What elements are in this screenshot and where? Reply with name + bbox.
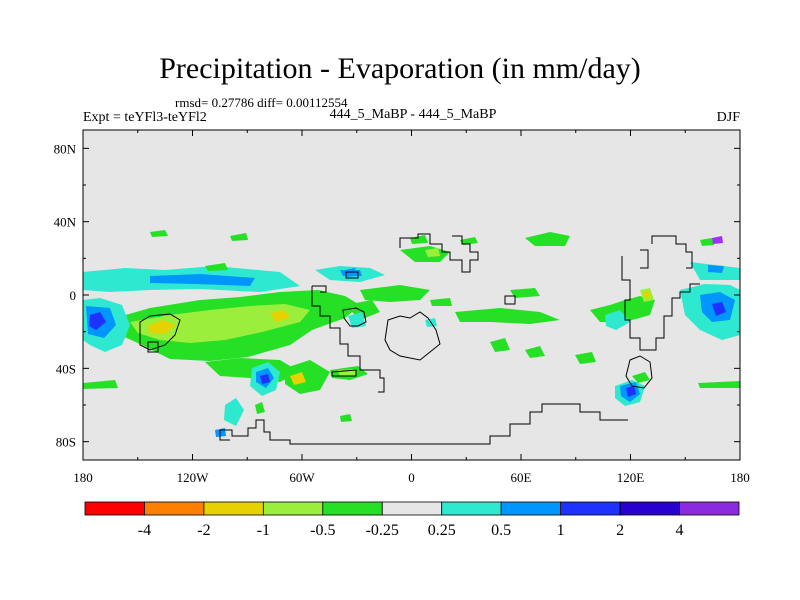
y-axis: 80N 40N 0 40S 80S <box>54 141 740 450</box>
coastline-southern-continent <box>139 313 181 351</box>
coastline-east-continent <box>640 249 649 269</box>
coastline-north-continent <box>651 235 693 269</box>
anomaly-region <box>460 237 478 245</box>
coastline-island <box>147 341 159 353</box>
anomaly-region <box>490 338 510 352</box>
colorbar-label: 2 <box>616 522 624 539</box>
colorbar: -4 -2 -1 -0.5 -0.25 0.25 0.5 1 2 4 <box>84 501 740 539</box>
colorbar-swatch <box>500 501 562 516</box>
colorbar-label: 4 <box>676 522 684 539</box>
anomaly-region <box>130 304 310 343</box>
colorbar-label: 1 <box>557 522 565 539</box>
colorbar-label: 0.5 <box>491 522 511 539</box>
coastline-west-continent <box>312 285 327 293</box>
stats-text: rmsd= 0.27786 diff= 0.00112554 <box>175 95 348 110</box>
y-tick-label: 40S <box>56 361 76 376</box>
anomaly-region <box>360 285 430 302</box>
colorbar-swatch <box>203 501 264 516</box>
anomaly-region <box>150 274 255 286</box>
colorbar-label: -2 <box>197 522 210 539</box>
plot-title: Precipitation - Evaporation (in mm/day) <box>159 52 641 85</box>
x-axis: 180 120W 60W 0 60E 120E 180 <box>73 130 750 485</box>
colorbar-swatch <box>381 501 443 516</box>
coastline-east-continent <box>625 355 653 389</box>
season-label: DJF <box>716 110 740 125</box>
coastline-antarctica <box>219 430 230 441</box>
coastlines <box>139 233 700 445</box>
anomaly-region <box>708 265 724 273</box>
colorbar-swatch <box>619 501 680 516</box>
coastline-island <box>504 295 516 305</box>
y-tick-label: 80S <box>56 435 76 450</box>
y-tick-label: 80N <box>54 141 77 156</box>
anomaly-region <box>290 372 306 385</box>
anomaly-region <box>148 320 176 334</box>
x-tick-label: 0 <box>408 470 415 485</box>
anomaly-region <box>205 263 228 271</box>
anomaly-region <box>455 308 560 324</box>
coastline-island <box>342 307 367 327</box>
coastline-west-continent <box>311 286 385 393</box>
period-label: 444_5_MaBP - 444_5_MaBP <box>329 107 497 122</box>
anomaly-region <box>632 372 650 383</box>
coastline-southern-continent <box>384 311 441 361</box>
colorbar-label: -0.25 <box>366 522 399 539</box>
colorbar-swatch <box>560 501 621 516</box>
anomaly-region <box>626 386 636 397</box>
colorbar-swatch <box>144 501 205 516</box>
colorbar-swatch <box>679 501 740 516</box>
colorbar-label: -0.5 <box>310 522 335 539</box>
coastline-east-continent <box>621 256 700 351</box>
anomaly-region <box>525 232 570 246</box>
colorbar-swatch <box>441 501 502 516</box>
colorbar-label: -4 <box>138 522 151 539</box>
anomaly-region <box>605 310 630 330</box>
anomaly-region <box>712 302 726 316</box>
anomaly-region <box>270 310 290 322</box>
x-tick-label: 60W <box>289 470 315 485</box>
x-tick-label: 180 <box>73 470 93 485</box>
anomaly-region <box>425 248 440 257</box>
colorbar-swatch <box>84 501 145 516</box>
y-tick-label: 40N <box>54 215 77 230</box>
anomaly-region <box>643 291 650 299</box>
anomaly-region <box>255 402 265 414</box>
x-tick-label: 120E <box>617 470 645 485</box>
colorbar-swatch <box>262 501 324 516</box>
coastline-island <box>331 369 357 377</box>
colorbar-label: -1 <box>257 522 270 539</box>
anomaly-region <box>510 288 540 298</box>
colorbar-swatch <box>322 501 383 516</box>
x-tick-label: 180 <box>730 470 750 485</box>
anomaly-region <box>525 346 545 358</box>
anomaly-region <box>260 374 270 384</box>
anomaly-region <box>150 230 168 237</box>
anomaly-region <box>340 414 352 422</box>
anomaly-region <box>430 298 452 306</box>
x-tick-label: 60E <box>511 470 532 485</box>
anomaly-region <box>89 312 106 330</box>
x-tick-label: 120W <box>177 470 210 485</box>
coastline-antarctica <box>220 403 628 445</box>
anomaly-region <box>83 380 118 389</box>
anomaly-region <box>224 398 244 426</box>
anomaly-region <box>285 360 330 394</box>
anomaly-region <box>700 238 714 246</box>
anomaly-region <box>712 236 723 244</box>
coastline-north-continent <box>399 233 479 273</box>
anomaly-region <box>410 235 428 244</box>
anomaly-region <box>230 233 248 241</box>
anomaly-field <box>83 230 740 437</box>
coastline-island <box>345 271 359 279</box>
colorbar-label: 0.25 <box>428 522 456 539</box>
y-tick-label: 0 <box>70 288 77 303</box>
expt-label: Expt = teYFl3-teYFl2 <box>83 110 207 125</box>
anomaly-region <box>698 381 740 388</box>
anomaly-region <box>345 300 380 320</box>
anomaly-region <box>575 352 596 364</box>
